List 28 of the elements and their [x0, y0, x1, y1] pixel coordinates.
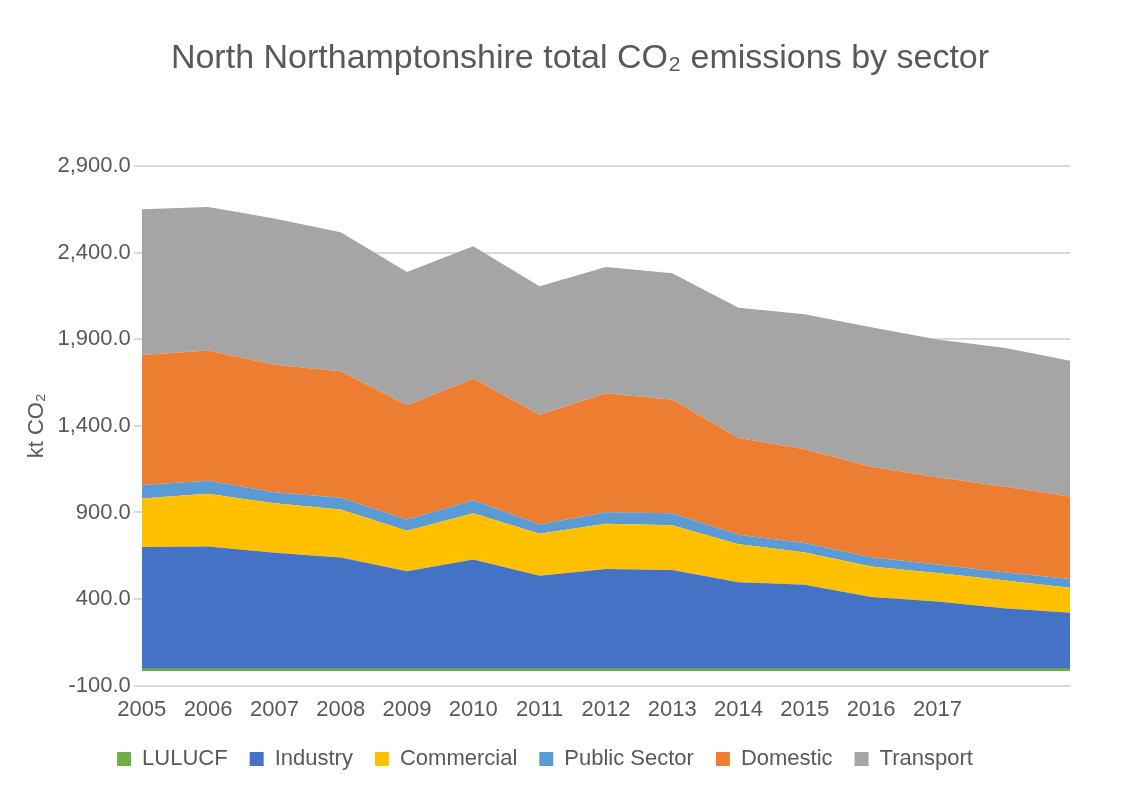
x-tick-label: 2014	[714, 695, 763, 721]
y-tick-label: -100.0	[68, 671, 131, 697]
y-tick-label: 1,400.0	[57, 411, 131, 437]
x-tick-label: 2009	[382, 695, 432, 721]
x-tick-label: 2012	[581, 695, 631, 721]
x-tick-label: 2008	[316, 695, 366, 721]
x-tick-label: 2005	[117, 695, 167, 721]
x-tick-label: 2015	[780, 695, 830, 721]
x-tick-label: 2016	[846, 695, 896, 721]
x-tick-label: 2011	[515, 695, 564, 721]
legend-label: Public Sector	[564, 745, 694, 771]
x-tick-label: 2017	[912, 695, 962, 721]
y-tick-label: 900.0	[75, 498, 131, 524]
y-axis-title: kt CO₂	[23, 393, 49, 459]
legend-label: LULUCF	[142, 745, 228, 771]
x-tick-label: 2007	[249, 695, 299, 721]
y-tick-label: 1,900.0	[57, 325, 131, 351]
chart-title: North Northamptonshire total CO₂ emissions by sector	[169, 36, 991, 77]
y-tick-label: 400.0	[75, 585, 131, 611]
y-tick-label: 2,900.0	[57, 152, 131, 178]
legend-label: Transport	[879, 745, 973, 771]
legend-label: Commercial	[399, 745, 518, 771]
x-tick-label: 2013	[647, 695, 697, 721]
x-tick-label: 2010	[448, 695, 498, 721]
x-tick-label: 2006	[183, 695, 233, 721]
legend-label: Industry	[274, 745, 353, 771]
y-tick-label: 2,400.0	[57, 238, 131, 264]
legend-label: Domestic	[740, 745, 833, 771]
